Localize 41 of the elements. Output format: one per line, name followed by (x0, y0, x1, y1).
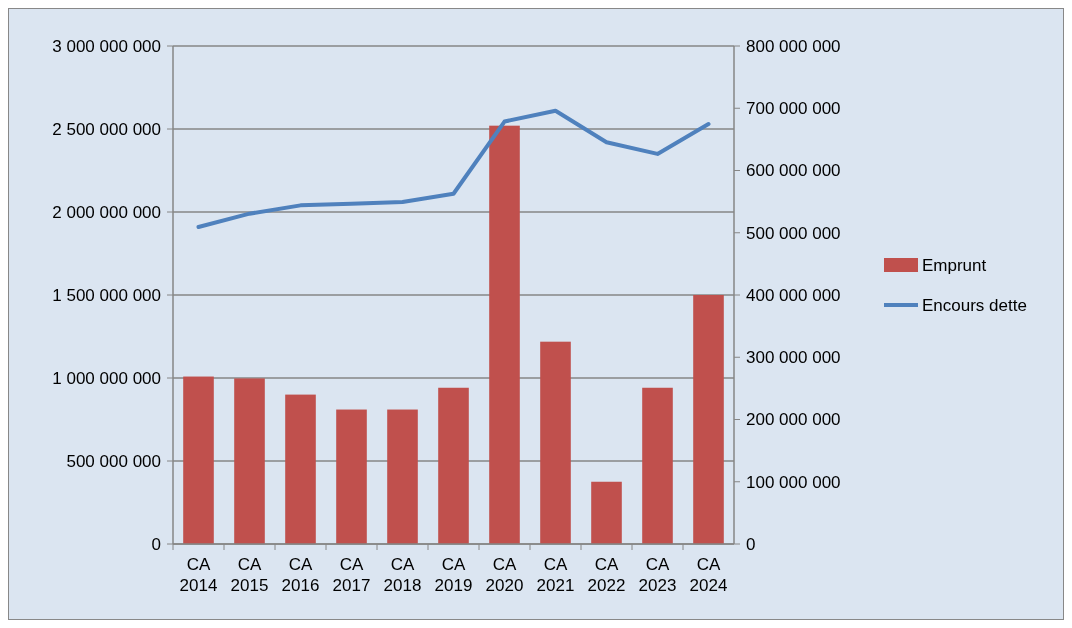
y-tick-label: 2 500 000 000 (52, 119, 161, 139)
x-tick-label: CA 2024 (689, 555, 728, 595)
y2-tick-label: 400 000 000 (746, 285, 841, 305)
y2-tick-label: 800 000 000 (746, 36, 841, 56)
line-series (196, 108, 711, 229)
y2-tick-label: 300 000 000 (746, 348, 841, 368)
y2-tick-label: 700 000 000 (746, 99, 841, 119)
bar (438, 387, 469, 544)
bar (693, 295, 724, 544)
x-tick-label: CA 2020 (485, 555, 524, 595)
bar (387, 409, 418, 544)
x-tick-label: CA 2017 (332, 555, 371, 595)
x-tick-label: CA 2015 (230, 555, 269, 595)
bar (591, 481, 622, 544)
y-tick-label: 0 (151, 534, 161, 554)
x-tick-label: CA 2019 (434, 555, 473, 595)
y-tick-label: 2 000 000 000 (52, 202, 161, 222)
y-tick-label: 1 000 000 000 (52, 368, 161, 388)
bar (234, 378, 265, 544)
y2-tick-label: 600 000 000 (746, 161, 841, 181)
x-tick-label: CA 2023 (638, 555, 677, 595)
x-tick-label: CA 2021 (536, 555, 575, 595)
bar (183, 376, 214, 544)
y2-tick-label: 100 000 000 (746, 472, 841, 492)
y-tick-label: 1 500 000 000 (52, 285, 161, 305)
x-tick-label: CA 2014 (179, 555, 218, 595)
legend-label: Encours dette (922, 295, 1027, 315)
y2-tick-label: 200 000 000 (746, 410, 841, 430)
x-tick-label: CA 2016 (281, 555, 320, 595)
bar (540, 341, 571, 544)
x-tick-label: CA 2018 (383, 555, 422, 595)
bar (489, 125, 520, 544)
y2-tick-label: 500 000 000 (746, 223, 841, 243)
legend-label: Emprunt (922, 255, 987, 275)
bar (336, 409, 367, 544)
bar (285, 394, 316, 544)
y2-tick-label: 0 (746, 534, 756, 554)
bar (642, 387, 673, 544)
y-tick-label: 3 000 000 000 (52, 36, 161, 56)
x-tick-label: CA 2022 (587, 555, 626, 595)
y-tick-label: 500 000 000 (66, 451, 161, 471)
